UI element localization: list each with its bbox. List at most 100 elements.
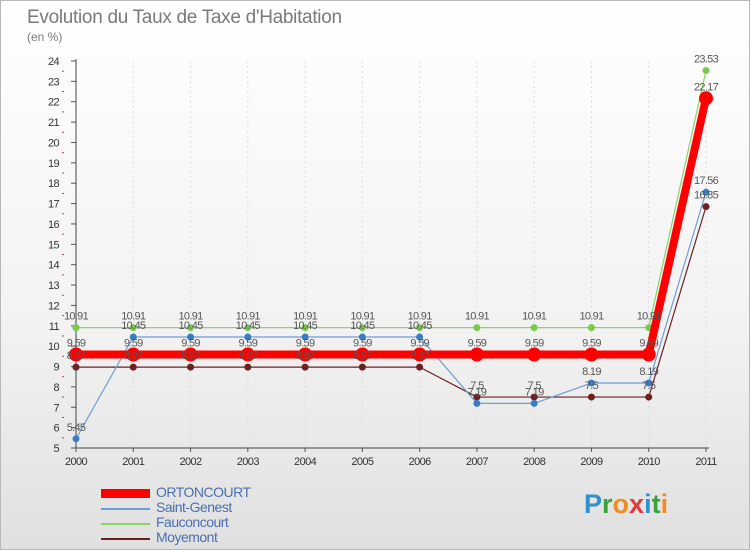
y-tick-label: 9 [53,362,59,374]
data-point-saint-genest [702,188,710,196]
data-point-ortoncourt [699,91,713,106]
data-point-moyemont [530,393,538,401]
legend-label: Moyemont [156,529,218,545]
data-label-moyemont: 8.97 [124,350,143,362]
data-label-ortoncourt: 9.59 [67,338,86,350]
data-label-moyemont: 7.5 [585,380,599,392]
data-point-fauconcourt [187,324,195,332]
data-label-saint-genest: 10.45 [179,320,204,332]
legend-label: Saint-Genest [156,499,232,515]
data-point-ortoncourt [527,347,542,362]
data-point-saint-genest [72,435,80,443]
data-point-fauconcourt [587,324,595,332]
data-point-saint-genest [587,379,595,387]
y-tick-label: 11 [49,321,60,333]
x-tick-label: 2006 [409,456,432,468]
data-label-ortoncourt: 9.59 [353,338,372,350]
data-label-moyemont: 7.5 [642,380,656,392]
data-point-ortoncourt [641,347,656,362]
y-tick-label: 15 [48,239,60,251]
data-label-fauconcourt: 10.91 [579,311,604,323]
legend-item-moyemont[interactable]: Moyemont [101,529,361,546]
data-point-ortoncourt [355,347,370,362]
y-tick-label: 13 [48,280,60,292]
x-tick-label: 2002 [180,456,203,468]
y-tick-label: 24 [48,56,60,68]
logo-letter: i [660,489,669,519]
chart-axes: 2000 2001 2002 2003 2004 2005 2006 2007 2008 2009… [48,56,718,468]
data-label-moyemont: 8.97 [410,350,429,362]
data-point-saint-genest [187,333,195,341]
logo-letter: P [584,489,603,519]
data-label-ortoncourt: 9.59 [296,338,315,350]
data-point-moyemont [702,203,710,211]
x-tick-label: 2009 [580,456,603,468]
legend-swatch [101,523,150,525]
logo-letter: i [644,489,652,519]
legend-item-fauconcourt[interactable]: Fauconcourt [101,514,361,531]
data-label-saint-genest: 10.45 [350,320,375,332]
data-point-ortoncourt [412,347,427,362]
series-line-fauconcourt [75,69,707,329]
data-label-saint-genest: 10.45 [121,320,146,332]
logo-letter: x [629,489,645,519]
data-label-fauconcourt: 10.91 [408,311,433,323]
x-tick-label: 2003 [237,456,260,468]
chart-series [69,67,713,443]
data-label-ortoncourt: 9.59 [239,338,258,350]
legend-label: Fauconcourt [156,514,229,530]
y-tick-label: 5 [53,443,59,455]
data-label-ortoncourt: 22.17 [694,81,719,93]
series-line-ortoncourt [72,94,710,359]
data-label-saint-genest: 8.19 [639,366,658,378]
y-tick-label: 20 [48,137,60,149]
data-point-saint-genest [301,333,309,341]
data-label-fauconcourt: 10.91 [64,311,89,323]
x-tick-label: 2008 [523,456,546,468]
legend-item-saint-genest[interactable]: Saint-Genest [101,499,361,516]
data-label-fauconcourt: 10.91 [637,311,662,323]
data-point-moyemont [72,363,80,371]
y-tick-label: 6 [53,423,59,435]
data-point-saint-genest [416,333,424,341]
data-label-saint-genest: 5.45 [67,422,86,434]
data-label-fauconcourt: 10.91 [465,311,490,323]
data-label-ortoncourt: 9.59 [582,338,601,350]
y-tick-label: 7 [53,402,59,414]
data-label-ortoncourt: 9.59 [124,338,143,350]
data-point-fauconcourt [244,324,252,332]
data-point-ortoncourt [69,347,83,362]
data-label-saint-genest: 10.45 [408,320,433,332]
y-tick-label: 17 [48,199,60,211]
data-label-saint-genest: 10.45 [293,320,318,332]
legend-swatch [101,508,150,510]
data-point-moyemont [301,363,309,371]
data-label-fauconcourt: 23.53 [694,54,719,66]
data-point-fauconcourt [301,324,309,332]
data-label-moyemont: 7.5 [528,380,542,392]
data-point-ortoncourt [183,347,198,362]
data-point-moyemont [587,393,595,401]
chart-title: Evolution du Taux de Taxe d'Habitation [27,7,342,28]
data-point-fauconcourt [72,324,80,332]
legend-swatch [101,489,150,498]
legend-label: ORTONCOURT [156,484,251,500]
data-label-moyemont: 8.97 [181,350,200,362]
y-tick-label: 23 [48,76,60,88]
chart-subtitle: (en %) [27,30,63,44]
proxiti-logo[interactable]: Proxiti [584,489,668,520]
data-point-fauconcourt [358,324,366,332]
legend-item-ortoncourt[interactable]: ORTONCOURT [101,484,361,501]
data-label-saint-genest: 7.19 [525,386,544,398]
data-point-saint-genest [473,399,481,407]
data-label-saint-genest: 7.19 [468,386,487,398]
data-label-fauconcourt: 10.91 [179,311,204,323]
data-label-fauconcourt: 10.91 [350,311,375,323]
x-tick-label: 2000 [65,456,88,468]
data-label-ortoncourt: 9.59 [525,338,544,350]
data-label-saint-genest: 17.56 [694,175,719,187]
logo-letter: o [612,489,630,519]
data-point-ortoncourt [240,347,255,362]
data-point-saint-genest [244,333,252,341]
logo-letter: t [651,489,661,519]
